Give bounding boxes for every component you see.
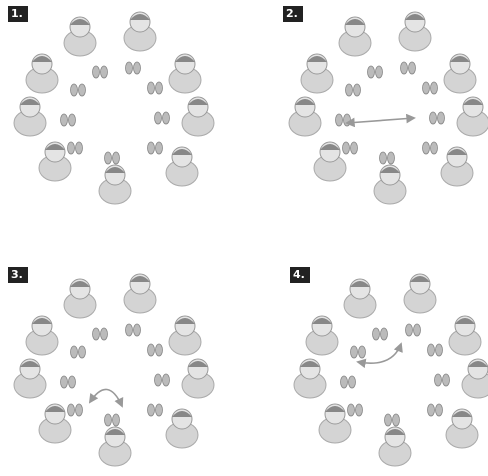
arrow: [88, 388, 124, 408]
panel: 3.: [8, 267, 214, 466]
panel: 2.: [283, 6, 488, 204]
panel-label: 4.: [293, 268, 305, 281]
panel: 4.: [290, 267, 488, 466]
arrow: [356, 342, 403, 369]
arrow: [345, 113, 416, 128]
panel: 1.: [8, 6, 214, 204]
panel-label: 3.: [11, 268, 23, 281]
panel-label: 2.: [286, 7, 298, 20]
panel-label: 1.: [11, 7, 23, 20]
